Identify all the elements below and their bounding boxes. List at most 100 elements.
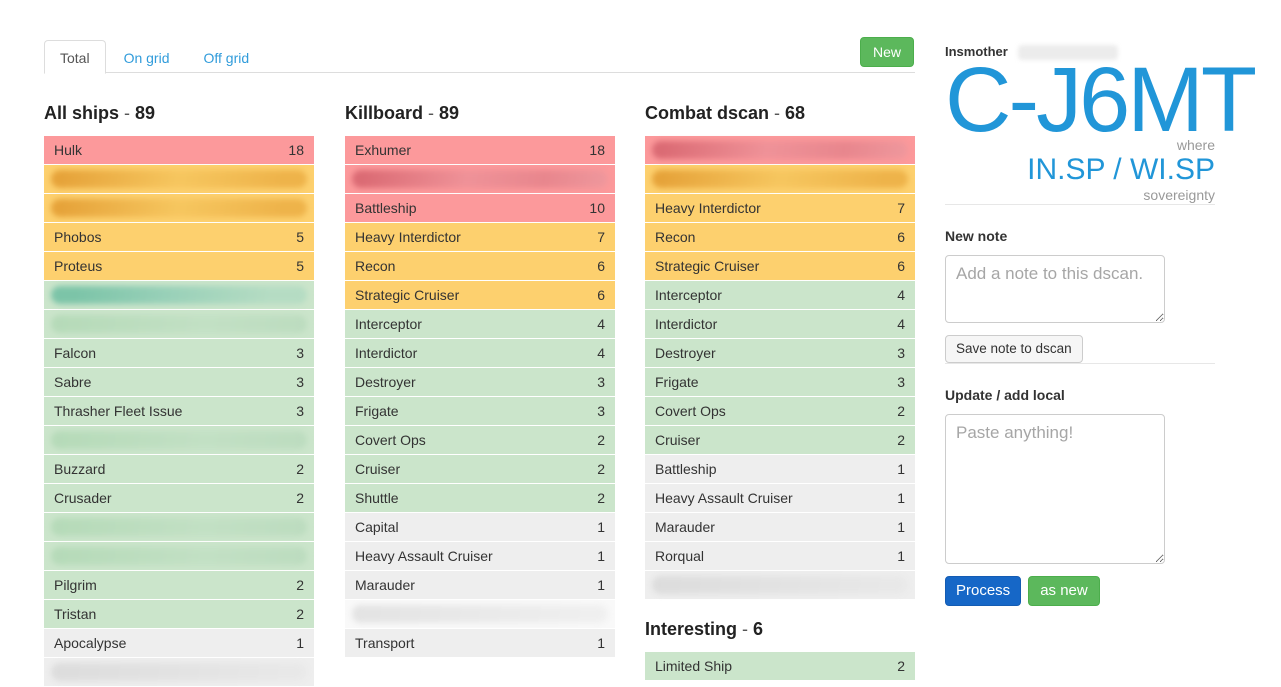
ship-row: Cruiser 2: [345, 455, 615, 483]
ship-row: Strategic Cruiser 6: [645, 252, 915, 280]
ship-row: Phobos 5: [44, 223, 314, 251]
as-new-button[interactable]: as new: [1028, 576, 1100, 606]
ship-type-label: Marauder: [355, 577, 415, 593]
ship-row: Covert Ops 2: [345, 426, 615, 454]
divider: [945, 363, 1215, 364]
region-label: Insmother: [945, 44, 1008, 59]
ship-list: Exhumer 18 Battleship 10 Heavy Interdictor 7 R…: [345, 136, 615, 657]
ship-row: Covert Ops 2: [645, 397, 915, 425]
column-count: 6: [753, 619, 764, 639]
tab-total[interactable]: Total: [44, 40, 106, 74]
ship-row: Interdictor 4: [345, 339, 615, 367]
ship-count: 6: [597, 287, 605, 303]
ship-count: 4: [897, 287, 905, 303]
ship-row: Tristan 2: [44, 600, 314, 628]
ship-list: Limited Ship 2: [645, 652, 915, 680]
tab-on-grid[interactable]: On grid: [123, 50, 170, 66]
ship-type-label: Rorqual: [655, 548, 705, 564]
ship-count: 2: [897, 658, 905, 674]
redacted-blur: [652, 170, 908, 188]
ship-row: Apocalypse 1: [44, 629, 314, 657]
ship-list: Heavy Interdictor 7 Recon 6 Strategic Cruise…: [645, 136, 915, 599]
ship-row: Proteus 5: [44, 252, 314, 280]
local-paste-input[interactable]: [945, 414, 1165, 564]
ship-row: Cruiser 2: [645, 426, 915, 454]
new-scan-button[interactable]: New: [859, 37, 914, 67]
ship-type-label: Interdictor: [655, 316, 718, 332]
redacted-blur: [51, 199, 307, 217]
ship-type-label: Transport: [355, 635, 415, 651]
ship-type-label: Tristan: [54, 606, 97, 622]
ship-type-label: Recon: [655, 229, 696, 245]
redacted-blur: [352, 170, 608, 188]
sovereignty-label: sovereignty: [1143, 187, 1215, 203]
redacted-blur: [652, 141, 908, 159]
ship-row: Marauder 1: [345, 571, 615, 599]
redacted-blur: [652, 576, 908, 594]
ship-type-label: Thrasher Fleet Issue: [54, 403, 183, 419]
ship-row-redacted: [44, 658, 314, 686]
ship-count: 1: [597, 548, 605, 564]
ship-count: 2: [296, 577, 304, 593]
ship-row: Destroyer 3: [345, 368, 615, 396]
column-title: Interesting - 6: [645, 620, 915, 639]
ship-row-redacted: [645, 571, 915, 599]
ship-type-label: Strategic Cruiser: [655, 258, 760, 274]
ship-row: Capital 1: [345, 513, 615, 541]
ship-type-label: Sabre: [54, 374, 92, 390]
ship-type-label: Heavy Interdictor: [655, 200, 761, 216]
column-title-text: Killboard: [345, 103, 424, 123]
ship-count: 5: [296, 258, 304, 274]
ship-row: Limited Ship 2: [645, 652, 915, 680]
ship-row: Interdictor 4: [645, 310, 915, 338]
save-note-button[interactable]: Save note to dscan: [945, 335, 1083, 363]
column-title: Killboard - 89: [345, 104, 615, 123]
ship-type-label: Recon: [355, 258, 396, 274]
ship-row: Interceptor 4: [645, 281, 915, 309]
ship-type-label: Battleship: [655, 461, 717, 477]
ship-row: Heavy Interdictor 7: [645, 194, 915, 222]
ship-row-redacted: [44, 513, 314, 541]
ship-row: Sabre 3: [44, 368, 314, 396]
ship-count: 18: [288, 142, 304, 158]
redacted-blur: [51, 170, 307, 188]
column-count: 89: [439, 103, 460, 123]
divider: [945, 204, 1215, 205]
local-buttons: Process as new: [945, 576, 1215, 606]
ship-type-label: Shuttle: [355, 490, 399, 506]
process-button[interactable]: Process: [945, 576, 1022, 606]
alliance-link-wisp[interactable]: WI.SP: [1129, 153, 1215, 186]
tabs: Total On grid Off grid: [44, 40, 915, 74]
ship-row: Destroyer 3: [645, 339, 915, 367]
column-combat-dscan: Combat dscan - 68 Heavy Interdictor 7 Recon…: [645, 104, 915, 681]
ship-count: 3: [897, 345, 905, 361]
title-separator: -: [423, 103, 440, 123]
title-separator: -: [119, 103, 136, 123]
ship-type-label: Destroyer: [355, 374, 416, 390]
ship-row-redacted: [44, 194, 314, 222]
note-input[interactable]: [945, 255, 1165, 323]
ship-type-label: Frigate: [355, 403, 399, 419]
ship-count: 1: [897, 461, 905, 477]
ship-count: 2: [296, 606, 304, 622]
ship-count: 2: [597, 432, 605, 448]
ship-row: Battleship 1: [645, 455, 915, 483]
ship-count: 1: [897, 548, 905, 564]
column-count: 68: [785, 103, 806, 123]
ship-count: 6: [897, 258, 905, 274]
redacted-blur: [51, 431, 307, 449]
tab-off-grid[interactable]: Off grid: [203, 50, 250, 66]
redacted-blur: [51, 547, 307, 565]
ship-type-label: Phobos: [54, 229, 102, 245]
ship-count: 1: [597, 635, 605, 651]
ship-type-label: Crusader: [54, 490, 112, 506]
ship-count: 1: [897, 519, 905, 535]
redacted-blur: [51, 286, 307, 304]
ship-count: 3: [296, 403, 304, 419]
title-separator: -: [769, 103, 786, 123]
redacted-blur: [51, 663, 307, 681]
alliance-link-insp[interactable]: IN.SP: [1027, 153, 1105, 186]
ship-row: Crusader 2: [44, 484, 314, 512]
ship-count: 7: [897, 200, 905, 216]
ship-row-redacted: [345, 165, 615, 193]
